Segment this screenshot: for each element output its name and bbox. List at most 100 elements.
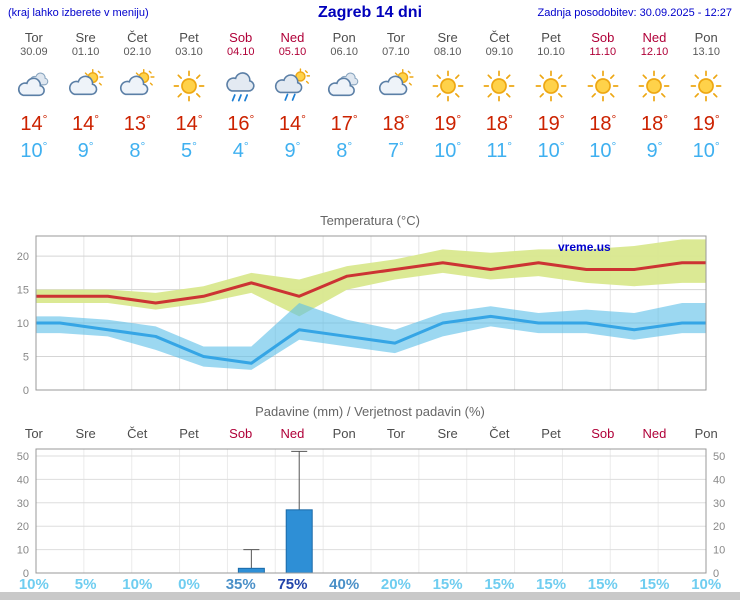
day-date: 08.10 <box>433 46 462 58</box>
page-title: Zagreb 14 dni <box>317 4 423 21</box>
precip-bar <box>237 567 265 574</box>
day-date: 13.10 <box>692 46 720 58</box>
sun-icon <box>533 68 569 104</box>
tmin-uncertainty-band <box>36 302 706 370</box>
precip-day-label: Pon <box>694 426 718 441</box>
weather-icon <box>111 68 163 106</box>
tmax-value: 13° <box>123 112 151 135</box>
tmax-value: 19° <box>537 112 565 135</box>
day-column[interactable]: Pet 03.10 14° 5° <box>163 30 215 163</box>
day-date: 01.10 <box>71 46 100 58</box>
tmax-value: 19° <box>692 112 720 135</box>
tmin-value: 10° <box>434 139 462 162</box>
sun-icon <box>171 68 207 104</box>
tmax-value: 17° <box>330 112 358 135</box>
precip-day-label: Pon <box>332 426 356 441</box>
partly-icon <box>378 68 414 104</box>
day-column[interactable]: Sob 04.10 16° 4° <box>215 30 267 163</box>
day-date: 05.10 <box>278 46 307 58</box>
tmin-value: 10° <box>589 139 617 162</box>
day-name: Čet <box>489 30 510 45</box>
day-name: Čet <box>127 30 148 45</box>
svg-text:20: 20 <box>17 521 29 533</box>
precipitation-chart-title: Padavine (mm) / Verjetnost padavin (%) <box>255 404 485 419</box>
day-column[interactable]: Čet 09.10 18° 11° <box>473 30 525 163</box>
precipitation-chart: 0 0 10 10 20 20 30 30 40 40 50 50 <box>17 448 725 580</box>
tmin-value: 5° <box>181 139 197 162</box>
sun-icon <box>636 68 672 104</box>
precip-day-label: Tor <box>24 426 43 441</box>
day-column[interactable]: Ned 05.10 14° 9° <box>267 30 319 163</box>
svg-text:10: 10 <box>713 545 725 557</box>
precip-day-label: Pet <box>541 426 561 441</box>
precip-day-label: Ned <box>642 426 667 441</box>
day-column[interactable]: Pon 06.10 17° 8° <box>318 30 370 163</box>
watermark-link[interactable]: vreme.us <box>558 240 611 254</box>
svg-text:20: 20 <box>17 251 29 263</box>
day-column[interactable]: Pon 13.10 19° 10° <box>680 30 732 163</box>
sun-icon <box>430 68 466 104</box>
weather-icon <box>422 68 474 106</box>
svg-text:5: 5 <box>23 352 29 364</box>
day-name: Tor <box>24 30 43 45</box>
svg-text:30: 30 <box>713 498 725 510</box>
temperature-chart: 0 5 10 15 20 <box>17 235 707 397</box>
precip-probability: 0% <box>178 576 200 593</box>
tmax-value: 18° <box>485 112 513 135</box>
day-column[interactable]: Pet 10.10 19° 10° <box>525 30 577 163</box>
day-column[interactable]: Ned 12.10 18° 9° <box>629 30 681 163</box>
cloudy-icon <box>16 68 52 104</box>
weather-icon <box>370 68 422 106</box>
weather-icon <box>577 68 629 106</box>
weather-icon <box>215 68 267 106</box>
svg-text:0: 0 <box>23 568 29 580</box>
day-date: 09.10 <box>485 46 514 58</box>
day-column[interactable]: Sre 08.10 19° 10° <box>422 30 474 163</box>
tmax-value: 14° <box>72 112 100 135</box>
day-date: 04.10 <box>226 46 255 58</box>
precip-probability: 15% <box>432 576 463 593</box>
precip-day-labels: Tor Sre Čet Pet Sob Ned Pon Tor Sre Čet Pet Sob Ned P… <box>8 426 732 441</box>
last-update-label: Zadnja posodobitev: 30.09.2025 - 12:27 <box>537 7 732 19</box>
precip-day-label: Čet <box>489 426 510 441</box>
tmin-value: 8° <box>336 139 353 162</box>
tmin-value: 7° <box>387 139 404 162</box>
precip-probability-row: 10% 5% 10% 0% 35% 75% 40% 20% 15% 15% 15% 15% 15% 10% <box>8 576 732 593</box>
precip-day-label: Tor <box>386 426 405 441</box>
day-name: Pon <box>332 30 356 45</box>
day-column[interactable]: Tor 07.10 18° 7° <box>370 30 422 163</box>
weather-icon <box>473 68 525 106</box>
weather-icon <box>680 68 732 106</box>
precip-probability: 20% <box>380 576 411 593</box>
svg-text:20: 20 <box>713 521 725 533</box>
day-column[interactable]: Sre 01.10 14° 9° <box>60 30 112 163</box>
precip-probability: 10% <box>122 576 153 593</box>
tmin-value: 10° <box>692 139 720 162</box>
footer-strip <box>0 592 740 600</box>
day-date: 03.10 <box>175 46 203 58</box>
temperature-chart-title: Temperatura (°C) <box>320 213 420 228</box>
precip-probability: 5% <box>74 576 97 593</box>
svg-text:40: 40 <box>17 474 29 486</box>
svg-text:50: 50 <box>713 451 725 463</box>
weather-icon <box>163 68 215 106</box>
tmax-line <box>36 261 706 305</box>
weather-icon <box>267 68 319 106</box>
day-column[interactable]: Tor 30.09 14° 10° <box>8 30 60 163</box>
day-column[interactable]: Sob 11.10 18° 10° <box>577 30 629 163</box>
sun-icon <box>481 68 517 104</box>
tmax-value: 18° <box>589 112 617 135</box>
day-column[interactable]: Čet 02.10 13° 8° <box>111 30 163 163</box>
day-name: Pet <box>541 30 561 45</box>
sun-icon <box>585 68 621 104</box>
day-date: 11.10 <box>589 46 617 58</box>
menu-hint-note: (kraj lahko izberete v meniju) <box>8 7 149 19</box>
svg-text:0: 0 <box>23 385 29 397</box>
precip-probability: 15% <box>536 576 567 593</box>
tmin-value: 9° <box>646 139 663 162</box>
tmin-value: 4° <box>232 139 249 162</box>
day-name: Sre <box>75 30 96 45</box>
tmin-line <box>36 314 706 365</box>
day-name: Ned <box>642 30 667 45</box>
day-name: Tor <box>386 30 405 45</box>
